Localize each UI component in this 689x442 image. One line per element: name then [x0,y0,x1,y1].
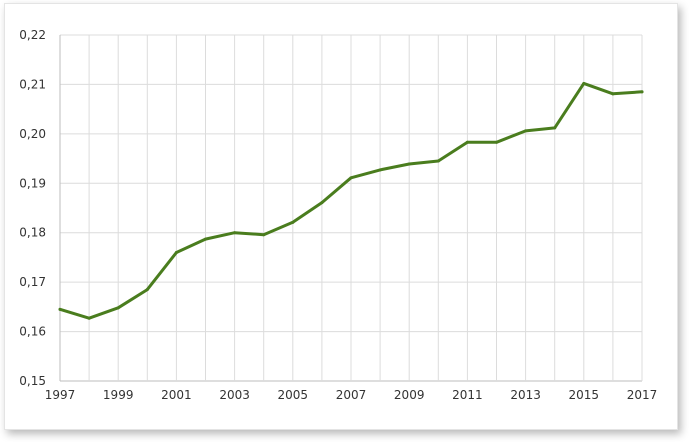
y-tick-label: 0,18 [19,226,46,240]
data-point [611,92,615,96]
chart-card [4,3,678,430]
data-point [436,159,440,163]
y-tick-label: 0,16 [19,325,46,339]
y-tick-label: 0,22 [19,28,46,42]
x-tick-label: 2007 [336,388,367,402]
data-point [378,168,382,172]
series-layer [58,81,644,320]
grid-layer [59,34,643,382]
data-point [145,288,149,292]
data-point [407,162,411,166]
data-point [465,140,469,144]
x-tick-label: 2001 [161,388,192,402]
y-tick-label: 0,17 [19,275,46,289]
data-point [553,126,557,130]
data-point [58,307,62,311]
data-point [87,316,91,320]
x-tick-label: 1997 [45,388,76,402]
x-tick-label: 2011 [452,388,483,402]
x-tick-label: 2005 [278,388,309,402]
x-tick-label: 2013 [510,388,541,402]
x-axis-ticks: 1997 1999 2001 2003 2005 2007 2009 2011 2013 2015… [45,388,658,402]
data-point [262,233,266,237]
data-point [640,90,644,94]
x-tick-label: 2009 [394,388,425,402]
x-tick-label: 2015 [569,388,600,402]
data-point [116,306,120,310]
data-point [582,81,586,85]
x-tick-label: 2003 [219,388,250,402]
y-tick-label: 0,21 [19,77,46,91]
y-tick-label: 0,20 [19,127,46,141]
y-tick-label: 0,15 [19,374,46,388]
y-tick-label: 0,19 [19,176,46,190]
data-point [204,237,207,241]
y-axis-ticks: 0,15 0,16 0,17 0,18 0,19 0,20 0,21 0,22 [19,28,46,388]
x-tick-label: 1999 [103,388,134,402]
x-tick-label: 2017 [627,388,658,402]
data-point [233,231,237,235]
data-point [174,250,178,254]
data-point [291,220,295,224]
data-point [320,201,324,205]
data-point [495,140,498,144]
data-point [349,176,353,180]
data-point [524,129,528,133]
